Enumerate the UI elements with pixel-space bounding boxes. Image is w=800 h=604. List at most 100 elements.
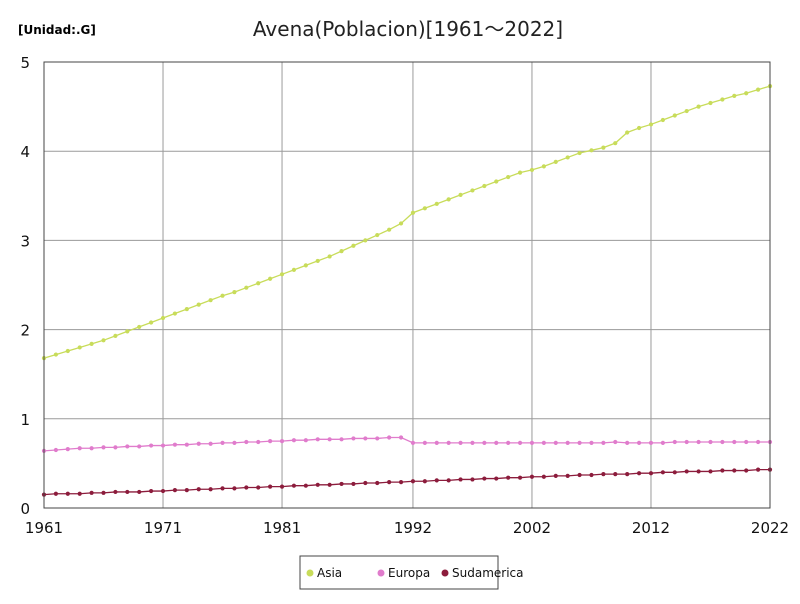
data-point-sudamerica: [458, 477, 463, 482]
data-point-europa: [494, 440, 499, 445]
data-point-europa: [636, 440, 642, 445]
data-point-sudamerica: [744, 468, 749, 473]
data-point-asia: [660, 117, 665, 123]
data-point-sudamerica: [684, 469, 689, 474]
data-point-asia: [398, 221, 404, 226]
x-tick-label: 1961: [25, 519, 63, 537]
data-point-sudamerica: [172, 488, 178, 493]
data-point-sudamerica: [648, 471, 654, 476]
x-tick-label: 1971: [144, 519, 182, 537]
data-point-europa: [65, 447, 70, 452]
data-point-sudamerica: [268, 484, 273, 489]
data-point-europa: [244, 439, 249, 445]
data-point-asia: [184, 306, 189, 312]
data-point-asia: [256, 281, 261, 286]
data-point-europa: [256, 439, 261, 445]
data-point-europa: [541, 440, 546, 445]
data-point-europa: [696, 439, 701, 445]
x-axis-ticks: 1961 1971 1981 1992 2002 2012 2022: [25, 519, 789, 537]
data-point-europa: [446, 440, 451, 445]
data-point-europa: [684, 439, 689, 445]
data-point-europa: [529, 440, 535, 445]
data-point-europa: [708, 439, 713, 445]
data-point-sudamerica: [65, 491, 70, 496]
data-point-sudamerica: [589, 472, 594, 478]
data-point-europa: [482, 440, 487, 445]
data-point-asia: [422, 206, 427, 211]
data-point-asia: [375, 232, 380, 238]
x-tick-label: 2022: [751, 519, 789, 537]
data-point-sudamerica: [149, 488, 154, 494]
data-point-europa: [351, 436, 356, 441]
data-point-sudamerica: [363, 480, 368, 486]
data-point-europa: [625, 440, 630, 445]
data-point-asia: [529, 167, 535, 173]
legend-label-sudamerica: Sudamerica: [452, 566, 523, 580]
data-point-sudamerica: [696, 469, 701, 474]
chart-title: Avena(Poblacion)[1961～2022]: [253, 17, 563, 41]
data-point-sudamerica: [160, 488, 166, 494]
legend: Asia Europa Sudamerica: [299, 555, 523, 590]
data-point-europa: [327, 437, 332, 442]
data-point-asia: [708, 100, 713, 106]
data-point-europa: [601, 440, 606, 445]
data-point-europa: [755, 439, 761, 445]
series-sudamerica: [41, 467, 773, 497]
legend-marker-asia: [306, 569, 314, 577]
data-point-asia: [732, 93, 737, 98]
data-point-asia: [303, 263, 308, 268]
data-point-asia: [101, 338, 106, 343]
series-line-europa: [43, 436, 770, 452]
data-point-asia: [458, 192, 463, 198]
data-point-europa: [422, 440, 427, 445]
data-point-europa: [137, 444, 142, 449]
data-point-asia: [744, 91, 749, 96]
data-point-sudamerica: [625, 472, 630, 477]
data-point-asia: [387, 227, 392, 232]
data-point-asia: [172, 311, 178, 316]
grid-lines: [43, 61, 771, 509]
data-point-asia: [720, 97, 725, 102]
data-point-asia: [672, 113, 677, 118]
data-point-europa: [517, 440, 523, 445]
data-point-asia: [434, 201, 439, 206]
data-point-sudamerica: [351, 481, 356, 487]
data-point-asia: [410, 210, 416, 215]
data-point-sudamerica: [708, 469, 713, 474]
y-tick-label: 1: [20, 411, 30, 429]
data-point-sudamerica: [101, 490, 106, 495]
data-point-sudamerica: [232, 486, 237, 491]
y-axis-ticks: 0 1 2 3 4 5: [20, 54, 30, 518]
data-point-europa: [125, 444, 130, 449]
data-point-asia: [517, 170, 523, 175]
data-point-europa: [339, 437, 344, 442]
series-europa: [41, 435, 773, 454]
data-point-sudamerica: [196, 487, 201, 492]
legend-label-asia: Asia: [317, 566, 342, 580]
data-point-sudamerica: [279, 484, 285, 489]
plot-frame: [43, 61, 771, 509]
data-point-europa: [232, 440, 237, 445]
data-point-europa: [732, 439, 737, 445]
data-point-europa: [613, 439, 618, 445]
data-point-asia: [363, 238, 368, 243]
data-point-sudamerica: [422, 479, 427, 484]
data-point-sudamerica: [494, 476, 499, 481]
y-tick-label: 0: [20, 500, 30, 518]
x-tick-label: 1992: [394, 519, 432, 537]
data-point-asia: [648, 122, 654, 127]
legend-label-europa: Europa: [388, 566, 430, 580]
data-point-asia: [601, 145, 606, 150]
data-point-asia: [351, 243, 356, 248]
data-point-sudamerica: [89, 490, 94, 495]
data-point-europa: [89, 446, 94, 451]
data-point-sudamerica: [375, 480, 380, 486]
data-point-sudamerica: [410, 479, 416, 484]
data-point-sudamerica: [517, 475, 523, 480]
x-tick-label: 2002: [513, 519, 551, 537]
data-point-europa: [398, 435, 404, 440]
data-point-sudamerica: [577, 472, 582, 478]
data-point-europa: [744, 439, 749, 445]
data-point-sudamerica: [720, 468, 725, 473]
